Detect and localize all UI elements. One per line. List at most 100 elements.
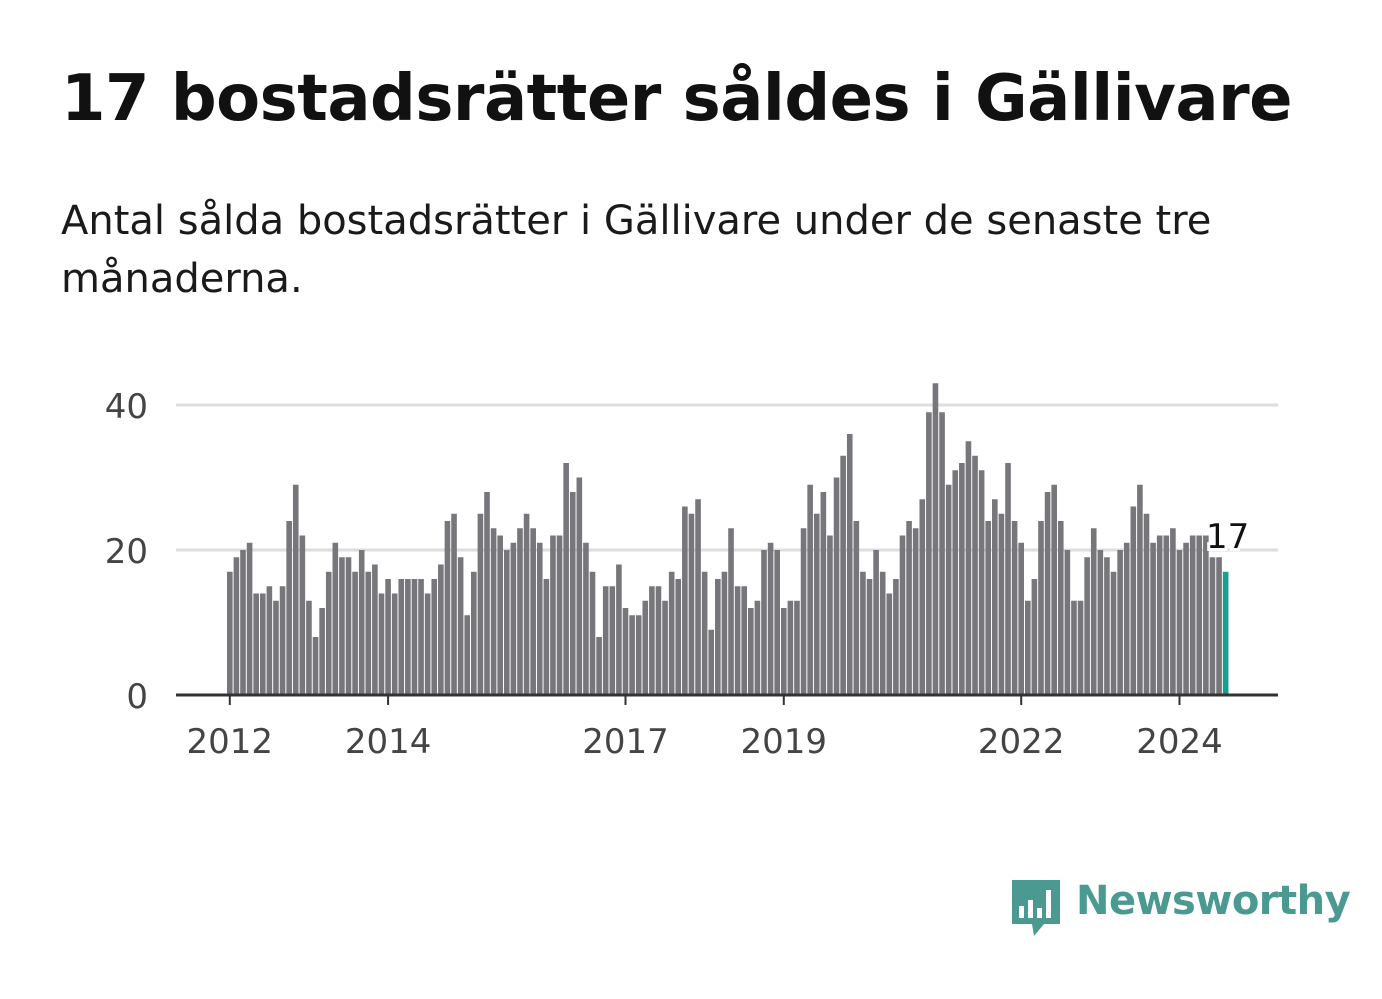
bar <box>418 579 424 695</box>
chart-subtitle: Antal sålda bostadsrätter i Gällivare un… <box>61 198 1212 302</box>
bar <box>398 579 405 695</box>
bar <box>556 535 563 695</box>
bar <box>286 521 292 695</box>
bar <box>787 600 794 695</box>
bar <box>457 557 464 695</box>
y-tick-label: 20 <box>105 532 148 572</box>
bar <box>424 593 431 695</box>
bar <box>945 484 952 695</box>
bar <box>965 441 972 695</box>
bar <box>411 579 418 695</box>
bar <box>471 571 477 695</box>
x-tick-label: 2014 <box>345 722 432 762</box>
bar <box>695 499 701 695</box>
bar <box>886 593 893 695</box>
bar <box>939 412 945 695</box>
bar <box>543 579 550 695</box>
bar <box>1044 492 1051 695</box>
bar <box>1143 513 1150 695</box>
bar <box>1170 528 1176 695</box>
bar <box>332 542 339 695</box>
bar <box>741 586 748 695</box>
bar-highlight <box>1222 571 1229 695</box>
bar <box>596 637 602 695</box>
bar <box>761 550 767 695</box>
highlight-data-label: 17 <box>1206 517 1249 557</box>
bar <box>1216 557 1222 695</box>
bar <box>345 557 352 695</box>
bar <box>688 513 695 695</box>
bar <box>438 564 444 695</box>
bar <box>1110 571 1117 695</box>
bar <box>259 593 266 695</box>
bar <box>728 528 734 695</box>
bar <box>517 528 523 695</box>
bar <box>800 528 807 695</box>
bar <box>701 571 708 695</box>
bar <box>273 600 279 695</box>
bar <box>1005 463 1011 695</box>
bar <box>503 550 510 695</box>
bar <box>1196 535 1203 695</box>
bar <box>1209 557 1216 695</box>
bar <box>853 521 860 695</box>
bar <box>879 571 886 695</box>
bar <box>833 477 840 695</box>
bar <box>609 586 616 695</box>
bar <box>378 593 385 695</box>
bar <box>365 571 372 695</box>
bar <box>1176 550 1183 695</box>
bar <box>827 535 833 695</box>
bar <box>1011 521 1018 695</box>
bar <box>978 470 985 695</box>
bar <box>444 521 451 695</box>
bar <box>1090 528 1097 695</box>
bar <box>899 535 906 695</box>
bar <box>748 608 754 695</box>
bar <box>860 571 866 695</box>
bar <box>734 586 741 695</box>
bar <box>1071 600 1077 695</box>
bar <box>576 477 583 695</box>
bar <box>1183 542 1189 695</box>
bar <box>510 542 517 695</box>
bar <box>279 586 286 695</box>
bar <box>774 550 780 695</box>
bar <box>464 615 471 695</box>
bar <box>1104 557 1110 695</box>
bar <box>873 550 879 695</box>
bar <box>477 513 484 695</box>
bar <box>589 571 596 695</box>
bar <box>866 579 873 695</box>
bar <box>952 470 959 695</box>
bar <box>767 542 774 695</box>
bar <box>1018 542 1024 695</box>
bar <box>959 463 965 695</box>
bar <box>846 434 853 695</box>
bar <box>240 550 246 695</box>
bar <box>451 513 457 695</box>
bar <box>906 521 912 695</box>
bar <box>992 499 998 695</box>
bar <box>926 412 932 695</box>
bar <box>391 593 398 695</box>
bar <box>1163 535 1170 695</box>
bar <box>807 484 813 695</box>
bar <box>227 571 233 695</box>
bar <box>319 608 325 695</box>
bar <box>629 615 635 695</box>
bar <box>1203 535 1209 695</box>
bar <box>893 579 899 695</box>
bar <box>998 513 1005 695</box>
bar <box>721 571 728 695</box>
chart-title: 17 bostadsrätter såldes i Gällivare <box>61 62 1293 136</box>
bar <box>985 521 992 695</box>
bar <box>602 586 609 695</box>
bar <box>583 542 589 695</box>
newsworthy-logo: Newsworthy <box>1010 876 1351 942</box>
bar <box>649 586 655 695</box>
bar <box>372 564 378 695</box>
bar-chart-speech-bubble-icon <box>1012 880 1060 936</box>
bar <box>1130 506 1137 695</box>
bar <box>484 492 490 695</box>
